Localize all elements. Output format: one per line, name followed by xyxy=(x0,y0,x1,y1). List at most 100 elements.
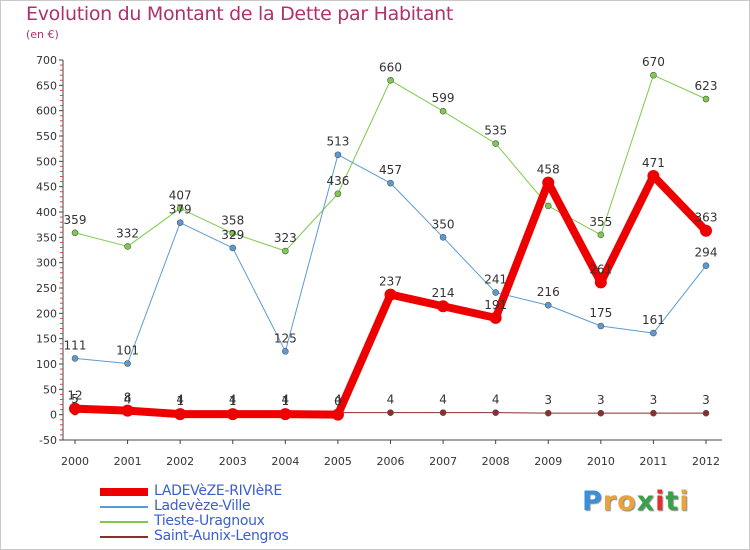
y-tick-label: 300 xyxy=(36,257,57,270)
data-label: 4 xyxy=(439,393,447,407)
logo-letter: x xyxy=(636,486,656,517)
data-label: 436 xyxy=(326,174,349,188)
data-point xyxy=(492,409,499,416)
data-point xyxy=(69,402,81,415)
y-tick-label: 200 xyxy=(36,307,57,320)
data-point xyxy=(439,409,447,416)
data-point xyxy=(387,179,394,187)
x-tick-label: 2001 xyxy=(114,455,142,468)
data-label: 457 xyxy=(379,163,402,177)
data-label: 379 xyxy=(169,203,192,217)
data-label: 623 xyxy=(695,79,718,93)
chart-subtitle: (en €) xyxy=(26,28,59,41)
data-point xyxy=(650,71,657,79)
data-point xyxy=(650,409,657,417)
data-label: 1 xyxy=(176,394,184,408)
data-point xyxy=(489,311,502,324)
y-tick-label: 0 xyxy=(50,409,57,422)
legend-label: Ladevèze-Ville xyxy=(154,498,251,514)
data-point xyxy=(226,408,239,421)
legend-swatch xyxy=(100,506,148,508)
y-tick-label: 500 xyxy=(36,155,57,168)
x-tick-label: 2005 xyxy=(324,455,352,468)
data-label: 355 xyxy=(589,215,612,229)
y-tick-label: 150 xyxy=(36,333,57,346)
y-tick-label: 100 xyxy=(36,358,57,371)
data-label: 3 xyxy=(597,393,605,407)
x-tick-label: 2000 xyxy=(61,455,89,468)
x-tick-label: 2009 xyxy=(534,455,562,468)
data-label: 101 xyxy=(116,343,139,357)
y-tick-label: 400 xyxy=(36,206,57,219)
data-label: 294 xyxy=(695,246,718,260)
logo-letter: t xyxy=(665,486,680,517)
data-point xyxy=(121,404,134,417)
logo-letter: r xyxy=(602,486,618,517)
data-label: 161 xyxy=(642,313,665,327)
data-point xyxy=(282,247,289,255)
data-point xyxy=(387,409,394,416)
data-point xyxy=(647,170,660,183)
data-label: 3 xyxy=(650,393,658,407)
data-label: 407 xyxy=(169,188,192,202)
data-label: 0 xyxy=(334,395,342,409)
data-point xyxy=(334,151,342,159)
legend-swatch xyxy=(100,521,148,523)
data-point xyxy=(282,348,289,355)
data-label: 535 xyxy=(484,124,507,138)
data-label: 191 xyxy=(484,298,507,312)
data-label: 1 xyxy=(229,394,237,408)
y-tick-label: 350 xyxy=(36,231,57,244)
data-point xyxy=(702,262,710,270)
data-point xyxy=(71,229,79,237)
data-point xyxy=(437,300,450,313)
data-label: 5 xyxy=(71,392,79,406)
data-point xyxy=(71,355,79,362)
data-label: 214 xyxy=(432,286,455,300)
data-label: 4 xyxy=(387,393,395,407)
data-label: 261 xyxy=(589,262,612,276)
legend-swatch xyxy=(100,536,148,538)
data-label: 670 xyxy=(642,55,665,69)
data-point xyxy=(542,176,555,189)
data-label: 4 xyxy=(176,393,184,407)
data-label: 458 xyxy=(537,163,560,177)
legend-label: Saint-Aunix-Lengros xyxy=(154,528,289,544)
data-point xyxy=(439,107,447,115)
data-point xyxy=(544,202,552,210)
data-label: 4 xyxy=(229,393,237,407)
data-label: 237 xyxy=(379,275,402,289)
logo-letter: i xyxy=(655,486,666,517)
x-tick-label: 2011 xyxy=(639,455,667,468)
data-label: 111 xyxy=(64,338,87,352)
legend-label: Tieste-Uragnoux xyxy=(154,513,265,529)
data-label: 323 xyxy=(274,231,297,245)
logo-letter: i xyxy=(679,486,690,517)
data-point xyxy=(229,229,237,237)
data-label: 3 xyxy=(544,393,552,407)
data-point xyxy=(387,76,394,84)
y-tick-label: 550 xyxy=(36,130,57,143)
series-ladev-ze-ville xyxy=(71,151,710,367)
data-point xyxy=(594,276,607,289)
data-label: 4 xyxy=(282,393,290,407)
data-point xyxy=(176,205,184,212)
x-tick-label: 2007 xyxy=(429,455,457,468)
data-point xyxy=(229,244,237,252)
data-point xyxy=(700,224,712,237)
y-tick-label: 50 xyxy=(43,383,57,396)
x-tick-label: 2006 xyxy=(377,455,405,468)
data-point xyxy=(174,408,187,421)
x-tick-label: 2003 xyxy=(219,455,247,468)
data-label: 332 xyxy=(116,226,139,240)
data-point xyxy=(702,409,710,417)
data-point xyxy=(597,231,605,239)
data-point xyxy=(544,409,552,417)
data-point xyxy=(384,288,397,301)
y-tick-label: 600 xyxy=(36,105,57,118)
data-label: 241 xyxy=(484,273,507,287)
data-point xyxy=(439,234,447,241)
data-point xyxy=(650,329,657,337)
y-tick-label: 450 xyxy=(36,181,57,194)
